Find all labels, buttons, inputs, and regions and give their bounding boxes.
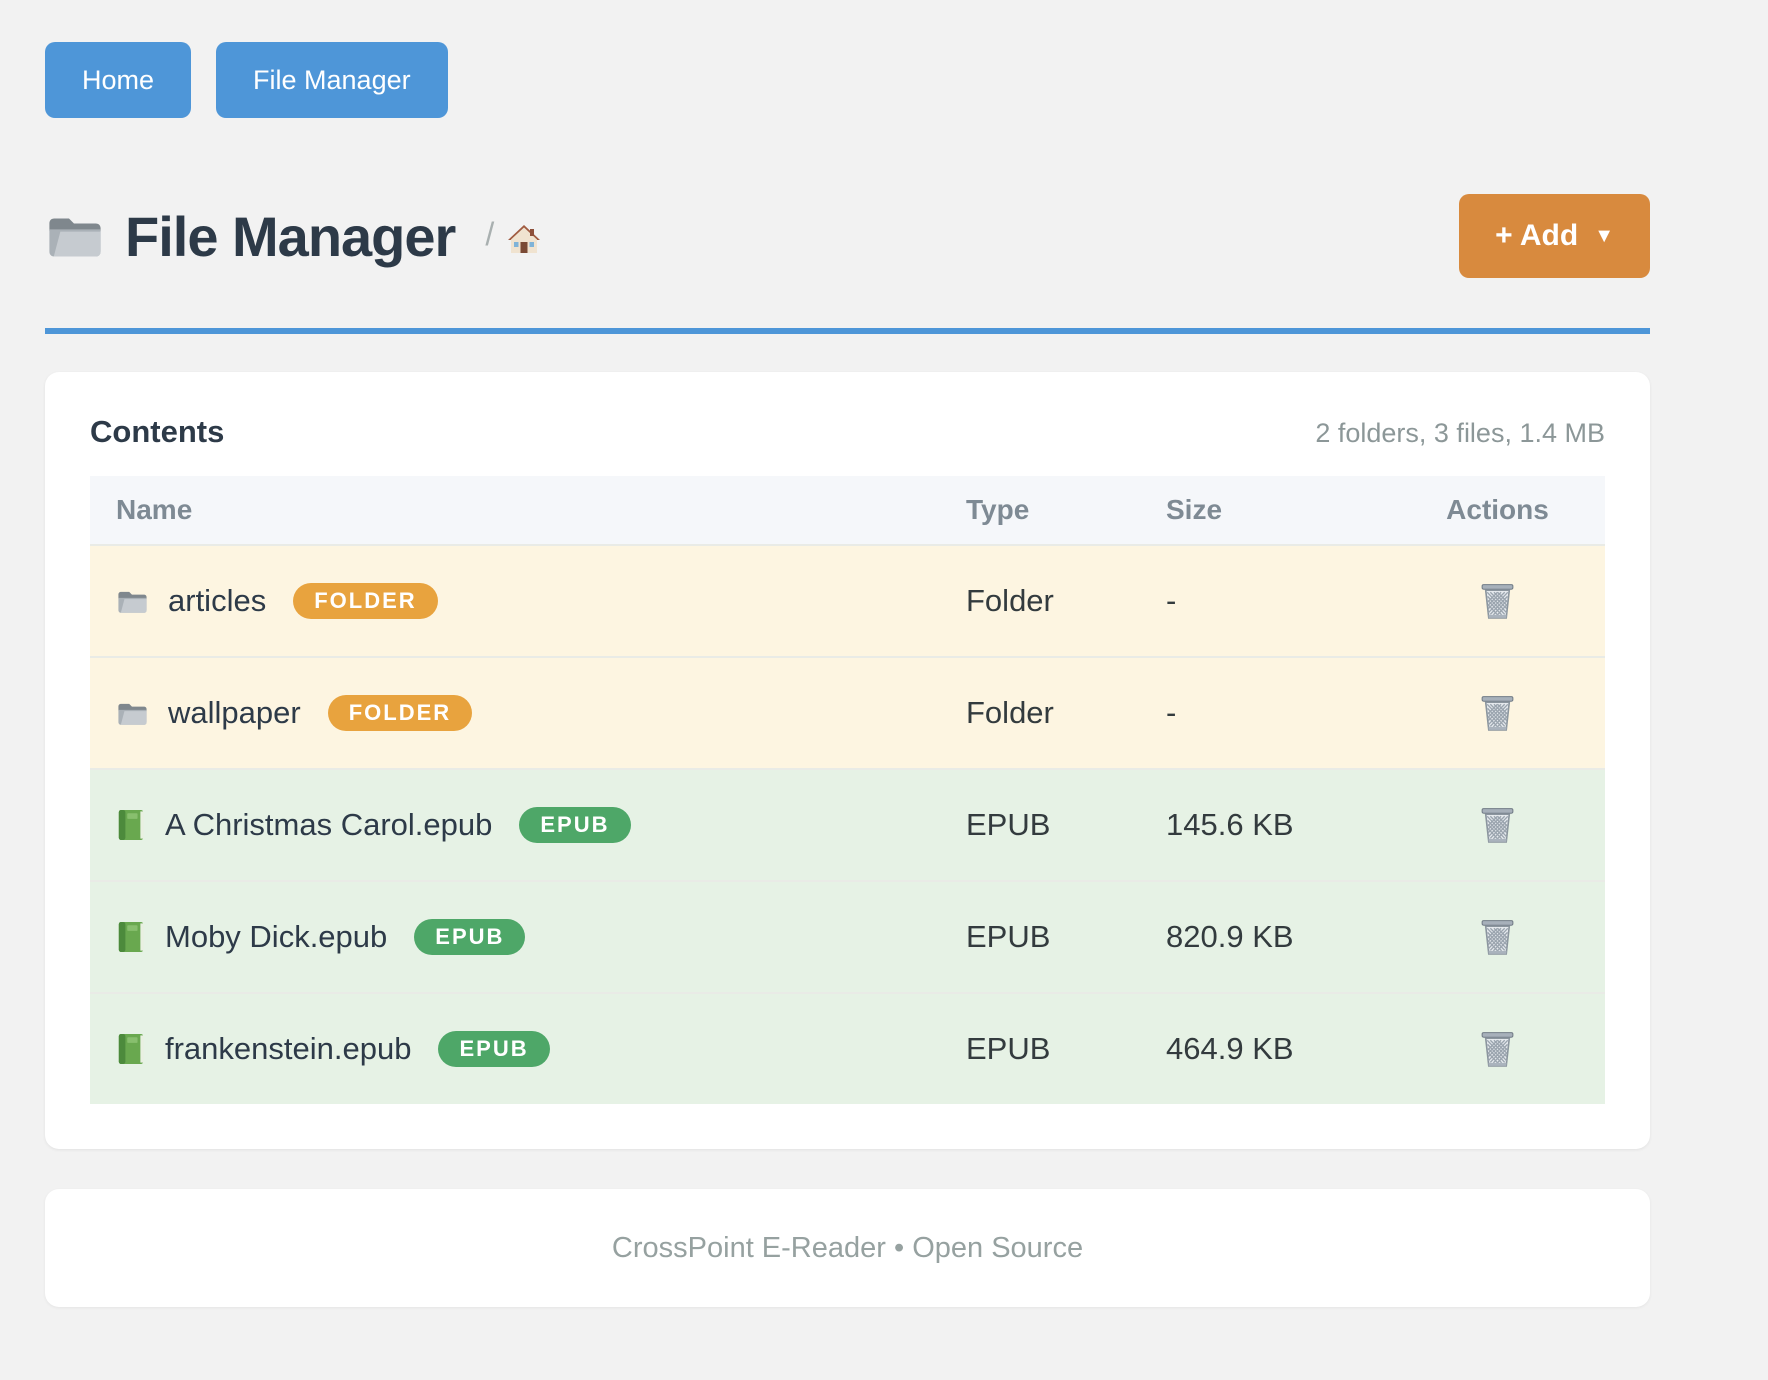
size-cell: -: [1166, 695, 1177, 730]
title-group: File Manager /: [45, 204, 542, 269]
top-nav: Home File Manager: [45, 42, 1650, 118]
file-manager-page: Home File Manager File Manager / + Add ▼…: [45, 0, 1650, 1307]
column-header-type: Type: [966, 494, 1030, 525]
file-name-cell[interactable]: frankenstein.epub EPUB: [90, 1031, 940, 1067]
footer-text: CrossPoint E-Reader • Open Source: [611, 1231, 1084, 1264]
header-divider: [45, 328, 1650, 334]
file-name: Moby Dick.epub: [165, 919, 388, 954]
size-cell: 464.9 KB: [1166, 1031, 1294, 1066]
folder-icon: [49, 218, 101, 257]
file-manager-button[interactable]: File Manager: [216, 42, 448, 118]
trash-icon: [1481, 1031, 1514, 1067]
folder-icon: [118, 703, 147, 725]
file-name: frankenstein.epub: [165, 1031, 412, 1066]
file-name-cell[interactable]: articles FOLDER: [90, 583, 940, 619]
size-cell: 145.6 KB: [1166, 807, 1294, 842]
trash-icon: [1481, 919, 1514, 955]
table-row[interactable]: A Christmas Carol.epub EPUB EPUB 145.6 K…: [90, 768, 1605, 880]
page-title: File Manager: [125, 204, 456, 268]
delete-button[interactable]: [1479, 581, 1516, 622]
trash-icon: [1481, 583, 1514, 619]
contents-card: Contents 2 folders, 3 files, 1.4 MB Name…: [45, 372, 1650, 1149]
file-name-cell[interactable]: A Christmas Carol.epub EPUB: [90, 807, 940, 843]
type-cell: Folder: [966, 695, 1054, 730]
file-type-badge: EPUB: [414, 919, 526, 955]
type-cell: EPUB: [966, 1031, 1051, 1066]
green-book-icon: [118, 922, 144, 952]
delete-button[interactable]: [1479, 693, 1516, 734]
green-book-icon: [118, 1034, 144, 1064]
size-cell: 820.9 KB: [1166, 919, 1294, 954]
file-name: A Christmas Carol.epub: [165, 807, 493, 842]
column-header-size: Size: [1166, 494, 1223, 525]
page-header: File Manager / + Add ▼: [45, 194, 1650, 278]
add-button[interactable]: + Add ▼: [1459, 194, 1650, 278]
table-row[interactable]: articles FOLDER Folder -: [90, 544, 1605, 656]
file-type-badge: EPUB: [438, 1031, 550, 1067]
delete-button[interactable]: [1479, 917, 1516, 958]
folder-icon: [118, 591, 147, 613]
breadcrumb-separator: /: [485, 215, 495, 252]
delete-button[interactable]: [1479, 805, 1516, 846]
house-icon[interactable]: [506, 221, 542, 257]
add-button-label: + Add: [1495, 219, 1579, 252]
trash-icon: [1481, 807, 1514, 843]
size-cell: -: [1166, 583, 1177, 618]
table-row[interactable]: wallpaper FOLDER Folder -: [90, 656, 1605, 768]
type-cell: EPUB: [966, 919, 1051, 954]
file-name-cell[interactable]: Moby Dick.epub EPUB: [90, 919, 940, 955]
file-table: Name Type Size Actions articles FOLDER F…: [90, 476, 1605, 1104]
delete-button[interactable]: [1479, 1029, 1516, 1070]
contents-card-header: Contents 2 folders, 3 files, 1.4 MB: [90, 414, 1605, 450]
table-row[interactable]: Moby Dick.epub EPUB EPUB 820.9 KB: [90, 880, 1605, 992]
column-header-actions: Actions: [1446, 494, 1549, 525]
file-name-cell[interactable]: wallpaper FOLDER: [90, 695, 940, 731]
caret-down-icon: ▼: [1594, 224, 1614, 247]
column-header-name: Name: [116, 494, 193, 525]
type-cell: Folder: [966, 583, 1054, 618]
footer: CrossPoint E-Reader • Open Source: [45, 1189, 1650, 1307]
table-header-row: Name Type Size Actions: [90, 476, 1605, 544]
file-type-badge: EPUB: [519, 807, 631, 843]
contents-summary: 2 folders, 3 files, 1.4 MB: [1315, 418, 1605, 448]
file-name: articles: [168, 583, 267, 618]
trash-icon: [1481, 695, 1514, 731]
breadcrumb: /: [485, 216, 542, 257]
contents-heading: Contents: [90, 414, 225, 449]
table-body: articles FOLDER Folder - wallpaper FOLDE…: [90, 544, 1605, 1104]
home-button[interactable]: Home: [45, 42, 192, 118]
file-type-badge: FOLDER: [327, 695, 473, 731]
file-name: wallpaper: [168, 695, 301, 730]
file-type-badge: FOLDER: [293, 583, 438, 619]
green-book-icon: [118, 810, 144, 840]
type-cell: EPUB: [966, 807, 1051, 842]
table-row[interactable]: frankenstein.epub EPUB EPUB 464.9 KB: [90, 992, 1605, 1104]
